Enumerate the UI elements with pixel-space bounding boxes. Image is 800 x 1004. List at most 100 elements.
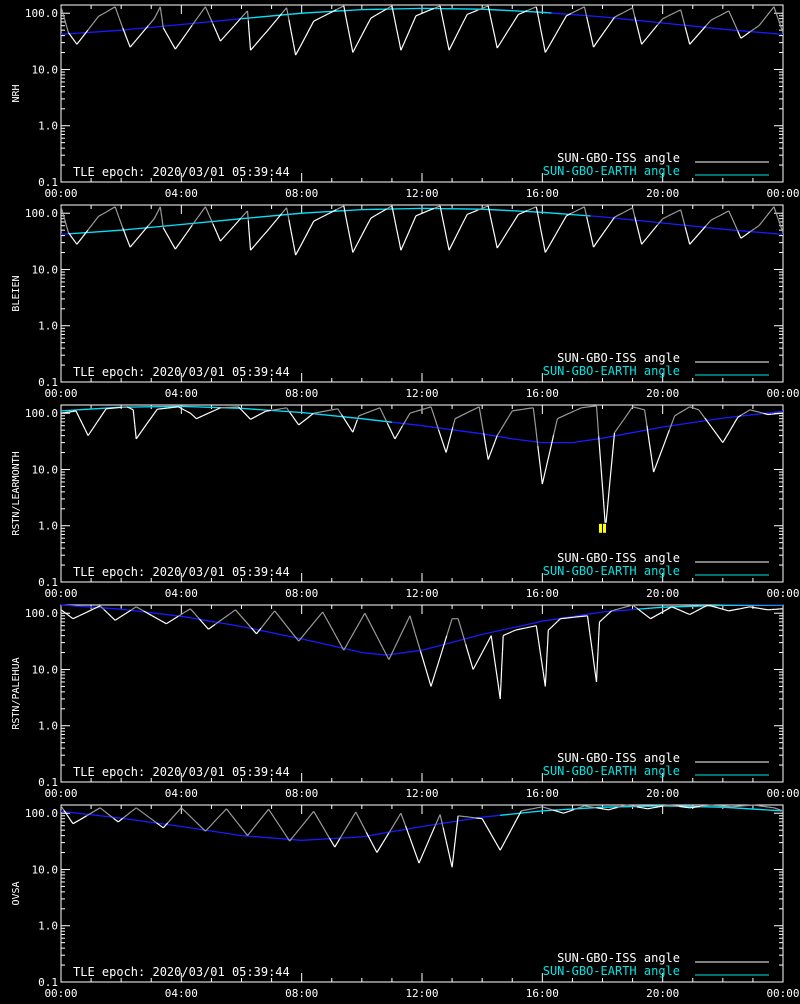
iss-angle-line-segment xyxy=(495,38,497,49)
iss-angle-line-segment xyxy=(187,412,190,414)
iss-angle-line-segment xyxy=(302,419,306,422)
iss-angle-line-segment xyxy=(184,410,187,412)
iss-angle-line-segment xyxy=(669,416,674,430)
iss-angle-line-segment xyxy=(305,627,311,634)
iss-angle-line-segment xyxy=(227,226,234,234)
iss-angle-line-segment xyxy=(111,7,115,9)
iss-angle-line-segment xyxy=(93,216,98,223)
iss-angle-line-segment xyxy=(405,616,410,627)
iss-angle-line-segment xyxy=(216,814,221,820)
iss-angle-line-segment xyxy=(241,211,248,219)
iss-angle-line-segment xyxy=(361,822,366,832)
iss-angle-line-segment xyxy=(597,808,603,809)
iss-angle-line-segment xyxy=(300,38,305,47)
iss-angle-line-segment xyxy=(401,242,405,251)
y-tick-label: 10.0 xyxy=(32,663,59,676)
iss-angle-line-segment xyxy=(738,31,741,38)
iss-angle-line-segment xyxy=(711,218,716,220)
iss-angle-line-segment xyxy=(97,416,102,423)
iss-angle-line-segment xyxy=(251,46,255,51)
iss-angle-line-segment xyxy=(123,815,128,819)
iss-angle-line-segment xyxy=(296,421,299,425)
iss-angle-line-segment xyxy=(99,14,103,16)
iss-angle-line-segment xyxy=(103,212,107,214)
iss-angle-line-segment xyxy=(93,422,98,429)
iss-angle-line-segment xyxy=(734,417,738,423)
iss-angle-line-segment xyxy=(551,624,554,627)
iss-angle-line-segment xyxy=(353,428,355,432)
iss-angle-line-segment xyxy=(262,411,266,413)
iss-angle-line-segment xyxy=(173,407,178,408)
iss-angle-line-segment xyxy=(172,244,175,249)
iss-angle-line-segment xyxy=(491,636,493,652)
iss-angle-line-segment xyxy=(633,407,636,408)
iss-angle-line-segment xyxy=(685,807,690,808)
iss-angle-line-segment xyxy=(645,410,647,426)
iss-angle-line-segment xyxy=(454,32,459,41)
iss-angle-line-segment xyxy=(594,40,599,48)
iss-angle-line-segment xyxy=(172,813,177,818)
iss-angle-line-segment xyxy=(619,13,624,15)
iss-angle-line-segment xyxy=(261,622,266,628)
iss-angle-line-segment xyxy=(227,809,232,816)
iss-angle-line-segment xyxy=(449,41,454,50)
x-tick-label: 12:00 xyxy=(405,987,438,1000)
iss-angle-line-segment xyxy=(248,11,249,21)
x-tick-label: 20:00 xyxy=(646,987,679,1000)
iss-angle-line-segment xyxy=(317,612,323,619)
iss-angle-line-segment xyxy=(217,33,221,42)
iss-angle-line-segment xyxy=(71,236,73,239)
iss-angle-line-segment xyxy=(88,223,93,230)
iss-angle-line-segment xyxy=(730,424,734,430)
iss-angle-line-segment xyxy=(484,433,486,446)
iss-angle-line-segment xyxy=(473,407,479,410)
iss-angle-line-segment xyxy=(248,829,253,836)
iss-angle-line-segment xyxy=(255,41,259,46)
iss-angle-line-segment xyxy=(426,669,431,687)
epoch-label: TLE epoch: 2020/03/01 05:39:44 xyxy=(73,765,290,779)
iss-angle-line-segment xyxy=(85,429,88,435)
iss-angle-line-segment xyxy=(253,822,258,829)
iss-angle-line-segment xyxy=(213,224,217,233)
iss-angle-line-segment xyxy=(688,236,690,245)
iss-angle-line-segment xyxy=(599,437,601,468)
iss-angle-line-segment xyxy=(69,412,73,413)
iss-angle-line-segment xyxy=(767,12,771,17)
iss-angle-line-segment xyxy=(580,7,585,9)
iss-angle-line-segment xyxy=(193,416,195,417)
x-tick-label: 20:00 xyxy=(646,387,679,400)
iss-angle-line-segment xyxy=(319,820,324,829)
iss-angle-line-segment xyxy=(542,807,547,809)
iss-angle-line-segment xyxy=(580,207,585,209)
iss-angle-line-segment xyxy=(647,32,652,38)
iss-angle-line-segment xyxy=(472,210,477,212)
iss-angle-line-segment xyxy=(674,806,679,807)
x-tick-label: 12:00 xyxy=(405,587,438,600)
iss-angle-line-segment xyxy=(326,410,332,411)
iss-angle-line-segment xyxy=(111,207,115,209)
iss-angle-line-segment xyxy=(157,409,162,410)
iss-angle-line-segment xyxy=(642,612,647,616)
iss-angle-line-segment xyxy=(169,39,172,44)
iss-angle-line-segment xyxy=(128,242,130,247)
iss-angle-line-segment xyxy=(487,636,492,645)
iss-angle-line-segment xyxy=(323,612,328,622)
iss-angle-line-segment xyxy=(663,217,668,219)
iss-angle-line-segment xyxy=(445,28,447,39)
iss-angle-line-segment xyxy=(255,241,259,246)
iss-angle-line-segment xyxy=(521,628,526,629)
iss-angle-line-segment xyxy=(271,410,276,411)
iss-angle-line-segment xyxy=(539,641,541,656)
iss-angle-line-segment xyxy=(512,630,515,631)
iss-angle-line-segment xyxy=(291,231,293,243)
iss-angle-line-segment xyxy=(642,409,645,410)
legend-earth-label: SUN-GBO-EARTH angle xyxy=(543,964,680,978)
iss-angle-line-segment xyxy=(181,33,187,41)
iss-angle-line-segment xyxy=(457,816,459,829)
iss-angle-line-segment xyxy=(467,212,472,214)
iss-angle-line-segment xyxy=(694,408,696,409)
iss-angle-line-segment xyxy=(148,219,154,226)
iss-angle-line-segment xyxy=(396,228,398,239)
iss-angle-line-segment xyxy=(125,233,127,238)
iss-angle-line-segment xyxy=(706,805,711,806)
